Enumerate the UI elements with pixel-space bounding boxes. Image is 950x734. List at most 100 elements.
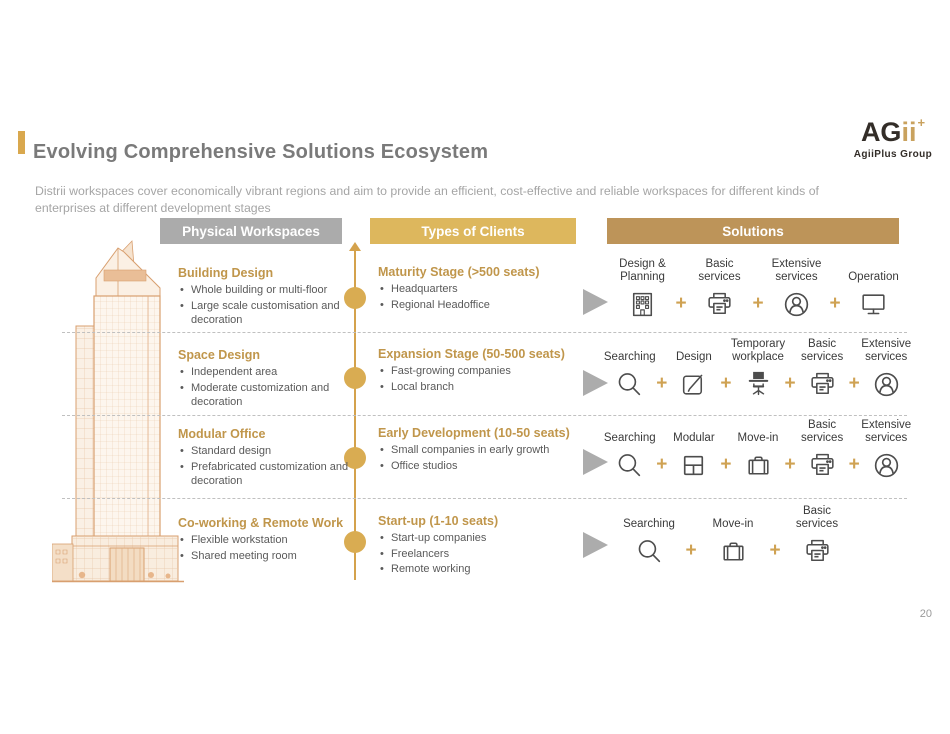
row-separator	[62, 415, 907, 416]
solution-label: Basic services	[698, 258, 741, 284]
column-header-types-of-clients: Types of Clients	[370, 218, 576, 244]
bullet-item: Small companies in early growth	[378, 443, 583, 458]
plus-icon: +	[848, 373, 860, 394]
logo-plus-icon: +	[917, 115, 926, 130]
flow-arrow-icon	[583, 532, 608, 558]
section-title: Space Design	[178, 348, 260, 362]
workspace-section-modular-office: Modular Office Standard design Prefabric…	[178, 427, 350, 490]
workspace-section-building-design: Building Design Whole building or multi-…	[178, 266, 350, 329]
agiiplus-logo: AGii+ AgiiPlus Group	[843, 116, 943, 160]
bullet-item: Fast-growing companies	[378, 364, 583, 379]
solution-label: Searching	[603, 351, 656, 364]
bullet-item: Shared meeting room	[178, 549, 350, 564]
solution-label: Temporary workplace	[730, 338, 786, 364]
building-illustration	[51, 238, 184, 589]
solution-label: Extensive services	[771, 258, 822, 284]
solution-label: Basic services	[801, 419, 844, 445]
logo-ii-text: ii	[901, 117, 917, 147]
timeline-arrow-icon	[349, 242, 361, 251]
solution-extensive-services: Extensive services	[860, 417, 913, 481]
page-number: 20	[919, 608, 932, 620]
person-icon	[871, 449, 902, 481]
workspace-section-space-design: Space Design Independent area Moderate c…	[178, 348, 350, 411]
bullet-item: Freelancers	[378, 547, 583, 562]
flow-arrow-icon	[583, 449, 608, 475]
bullet-item: Flexible workstation	[178, 533, 350, 548]
column-header-solutions: Solutions	[607, 218, 899, 244]
solutions-row-start-up: Searching + Move-in + Basic services	[608, 503, 918, 567]
solution-label: Searching	[603, 432, 656, 445]
suitcase-icon	[743, 449, 774, 481]
solution-basic-services: Basic services	[786, 503, 848, 567]
section-title: Co-working & Remote Work	[178, 516, 344, 530]
solution-label: Basic services	[801, 338, 844, 364]
row-separator	[62, 498, 907, 499]
section-title: Modular Office	[178, 427, 266, 441]
logo-group-text: AgiiPlus Group	[853, 149, 933, 160]
solution-operation: Operation	[843, 256, 905, 320]
title-accent-bar	[18, 131, 25, 154]
solution-searching: Searching	[618, 503, 680, 567]
plus-icon: +	[752, 293, 764, 314]
client-section-maturity-stage: Maturity Stage (>500 seats) Headquarters…	[378, 265, 583, 313]
bullet-item: Local branch	[378, 380, 583, 395]
logo-ag-text: AG	[860, 117, 902, 147]
plus-icon: +	[656, 373, 668, 394]
printer-icon	[807, 449, 838, 481]
plus-icon: +	[675, 293, 687, 314]
solution-label: Move-in	[712, 518, 754, 531]
client-section-early-development: Early Development (10-50 seats) Small co…	[378, 426, 583, 474]
person-icon	[781, 288, 812, 320]
person-icon	[871, 368, 902, 400]
section-title: Maturity Stage (>500 seats)	[378, 265, 540, 279]
solution-extensive-services: Extensive services	[860, 336, 913, 400]
solution-move-in: Move-in	[702, 503, 764, 567]
solution-basic-services: Basic services	[689, 256, 751, 320]
section-title: Expansion Stage (50-500 seats)	[378, 347, 565, 361]
bullet-item: Whole building or multi-floor	[178, 283, 350, 298]
building-icon	[627, 288, 658, 320]
solution-basic-services: Basic services	[796, 417, 849, 481]
flow-arrow-icon	[583, 370, 608, 396]
plus-icon: +	[848, 454, 860, 475]
plus-icon: +	[656, 454, 668, 475]
solution-design: Design	[667, 336, 720, 400]
row-separator	[62, 332, 907, 333]
slide-subtitle: Distrii workspaces cover economically vi…	[35, 184, 819, 216]
suitcase-icon	[718, 535, 749, 567]
plus-icon: +	[784, 373, 796, 394]
bullet-item: Large scale customisation and decoration	[178, 299, 350, 328]
solution-label: Extensive services	[861, 419, 912, 445]
bullet-item: Independent area	[178, 365, 350, 380]
solution-label: Move-in	[737, 432, 779, 445]
solution-temporary-workplace: Temporary workplace	[731, 336, 785, 400]
section-title: Building Design	[178, 266, 274, 280]
column-header-physical-workspaces: Physical Workspaces	[160, 218, 342, 244]
section-title: Start-up (1-10 seats)	[378, 514, 499, 528]
section-title: Early Development (10-50 seats)	[378, 426, 570, 440]
solution-searching: Searching	[603, 417, 656, 481]
plus-icon: +	[829, 293, 841, 314]
solution-label: Operation	[848, 271, 899, 284]
design-icon	[678, 368, 709, 400]
solution-label: Basic services	[795, 505, 839, 531]
solution-move-in: Move-in	[732, 417, 785, 481]
solutions-row-early-development: Searching + Modular + Move-in + Basic se…	[604, 417, 911, 481]
monitor-icon	[858, 288, 889, 320]
solution-label: Searching	[623, 518, 675, 531]
solution-design-planning: Design & Planning	[612, 256, 674, 320]
bullet-item: Prefabricated customization and decorati…	[178, 460, 350, 489]
solution-modular: Modular	[667, 417, 720, 481]
bullet-item: Headquarters	[378, 282, 583, 297]
bullet-item: Office studios	[378, 459, 583, 474]
solution-label: Extensive services	[861, 338, 912, 364]
bullet-item: Standard design	[178, 444, 350, 459]
logo-wordmark: AGii+	[843, 116, 943, 146]
printer-icon	[807, 368, 838, 400]
workspace-section-coworking-remote: Co-working & Remote Work Flexible workst…	[178, 516, 350, 564]
search-icon	[634, 535, 665, 567]
plus-icon: +	[720, 454, 732, 475]
plus-icon: +	[685, 540, 697, 561]
modular-icon	[678, 449, 709, 481]
flow-arrow-icon	[583, 289, 608, 315]
